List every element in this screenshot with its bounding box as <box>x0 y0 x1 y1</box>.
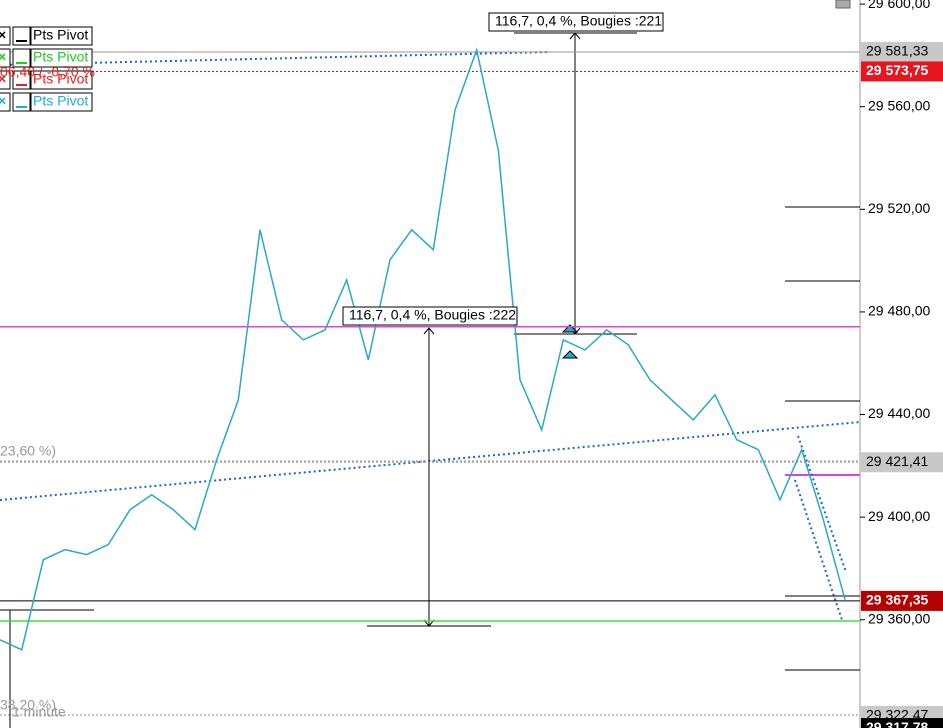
y-tick-label: 29 440,00 <box>868 405 930 421</box>
trend-lines <box>0 51 861 621</box>
legend-box <box>30 48 93 68</box>
pivot-markers <box>561 324 579 359</box>
price-label-box <box>861 718 943 728</box>
annotation: 38,20 %) <box>0 697 56 713</box>
price-line-series <box>0 47 846 651</box>
measure-arrows <box>9 32 581 728</box>
legend-x: × <box>0 27 6 43</box>
y-tick-label: 29 400,00 <box>868 508 930 524</box>
price-label-box <box>861 590 943 611</box>
annotation: 06,40 / -0,70 % <box>0 64 95 80</box>
legend-x: × <box>0 71 6 87</box>
annotation: 116,7, 0,4 %, Bougies :221 <box>495 13 662 29</box>
legend-box <box>30 70 93 90</box>
price-label: 29 573,75 <box>866 62 928 78</box>
y-tick-label: 29 600,00 <box>868 0 930 11</box>
price-label: 29 317,78 <box>866 719 928 728</box>
legend-label: Pts Pivot <box>33 49 88 65</box>
legend-box <box>30 92 93 112</box>
legend-icon <box>0 70 11 90</box>
y-tick-label: 29 520,00 <box>868 200 930 216</box>
legend-x: × <box>0 93 6 109</box>
legend-label: Pts Pivot <box>33 93 88 109</box>
price-label-box <box>861 452 943 473</box>
annotation: 23,60 %) <box>0 443 56 459</box>
annotation-box <box>488 12 664 32</box>
legend-icon <box>0 92 11 112</box>
legend-icon <box>12 26 31 46</box>
legend-icon <box>0 26 11 46</box>
legend-icon <box>12 92 31 112</box>
y-tick-label: 29 360,00 <box>868 610 930 626</box>
price-label-box <box>861 41 943 62</box>
legend-x: × <box>0 49 6 65</box>
price-label: 29 421,41 <box>866 453 928 469</box>
y-tick-label: 29 560,00 <box>868 97 930 113</box>
price-label-box <box>861 61 943 82</box>
annotation: 1 minute <box>12 704 66 720</box>
y-tick-label: 29 480,00 <box>868 303 930 319</box>
price-label: 29 367,35 <box>866 592 928 608</box>
annotation-box <box>342 306 518 326</box>
legend-label: Pts Pivot <box>33 27 88 43</box>
corner-box <box>835 0 851 9</box>
level-ticks <box>0 32 860 671</box>
legend-label: Pts Pivot <box>33 71 88 87</box>
price-label: 29 581,33 <box>866 43 928 59</box>
legend-box <box>30 26 93 46</box>
annotation: 116,7, 0,4 %, Bougies :222 <box>349 307 516 323</box>
legend-icon <box>0 48 11 68</box>
